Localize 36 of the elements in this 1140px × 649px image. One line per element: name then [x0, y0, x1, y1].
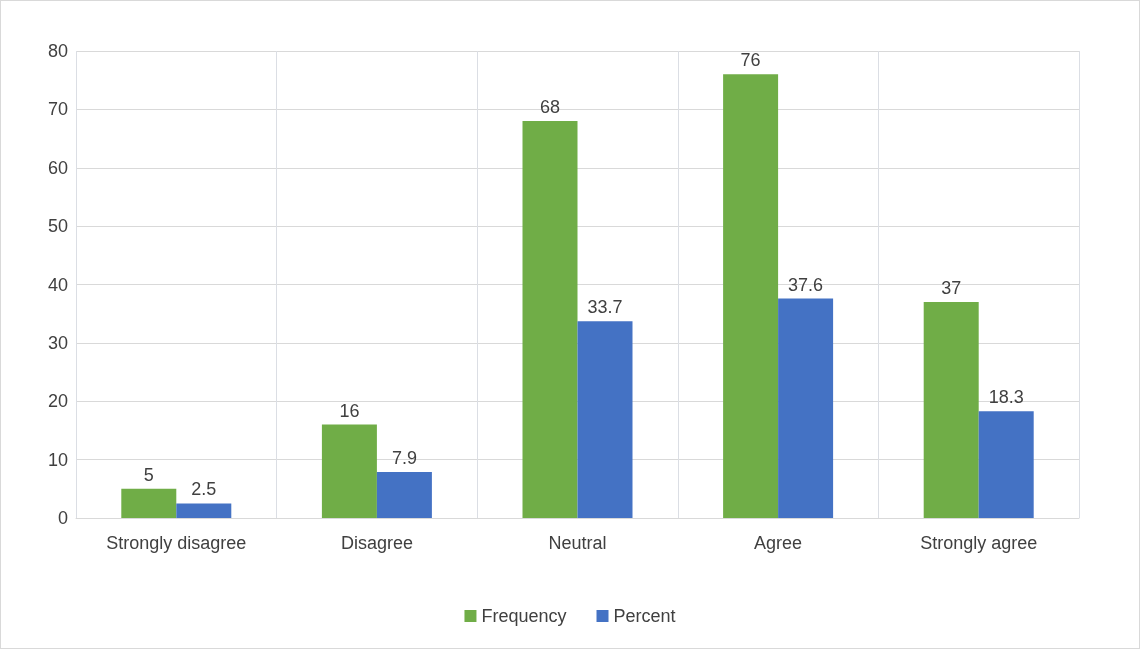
bar — [723, 74, 779, 518]
data-label: 16 — [339, 400, 360, 421]
y-tick-label: 80 — [47, 41, 68, 61]
x-tick-label: Strongly disagree — [106, 533, 247, 553]
data-label: 37.6 — [788, 274, 824, 295]
bar — [321, 424, 377, 518]
y-tick-label: 20 — [47, 391, 68, 412]
bar — [176, 503, 232, 518]
y-tick-label: 60 — [47, 157, 68, 178]
data-label: 33.7 — [587, 297, 623, 318]
data-label: 68 — [539, 97, 561, 118]
data-label: 2.5 — [191, 479, 217, 500]
legend-label: Percent — [613, 606, 676, 626]
bar — [121, 488, 177, 518]
y-tick-label: 50 — [47, 216, 68, 237]
bar — [778, 298, 834, 518]
x-tick-label: Agree — [754, 533, 803, 553]
y-tick-label: 30 — [47, 332, 68, 353]
x-tick-label: Disagree — [340, 533, 413, 553]
x-tick-label: Neutral — [548, 533, 607, 553]
bar — [577, 321, 633, 518]
data-label: 76 — [740, 50, 761, 71]
bar — [978, 411, 1034, 518]
bar — [522, 121, 578, 518]
x-tick-label: Strongly agree — [920, 533, 1038, 553]
bar — [376, 471, 432, 518]
y-tick-label: 0 — [57, 508, 68, 528]
y-tick-label: 10 — [47, 449, 68, 470]
bar — [923, 302, 979, 518]
y-tick-label: 70 — [47, 99, 68, 120]
data-label: 5 — [143, 464, 154, 485]
data-label: 18.3 — [988, 387, 1024, 408]
data-label: 7.9 — [391, 447, 417, 468]
legend-label: Frequency — [481, 606, 567, 626]
data-label: 37 — [941, 278, 962, 299]
y-tick-label: 40 — [47, 274, 68, 295]
